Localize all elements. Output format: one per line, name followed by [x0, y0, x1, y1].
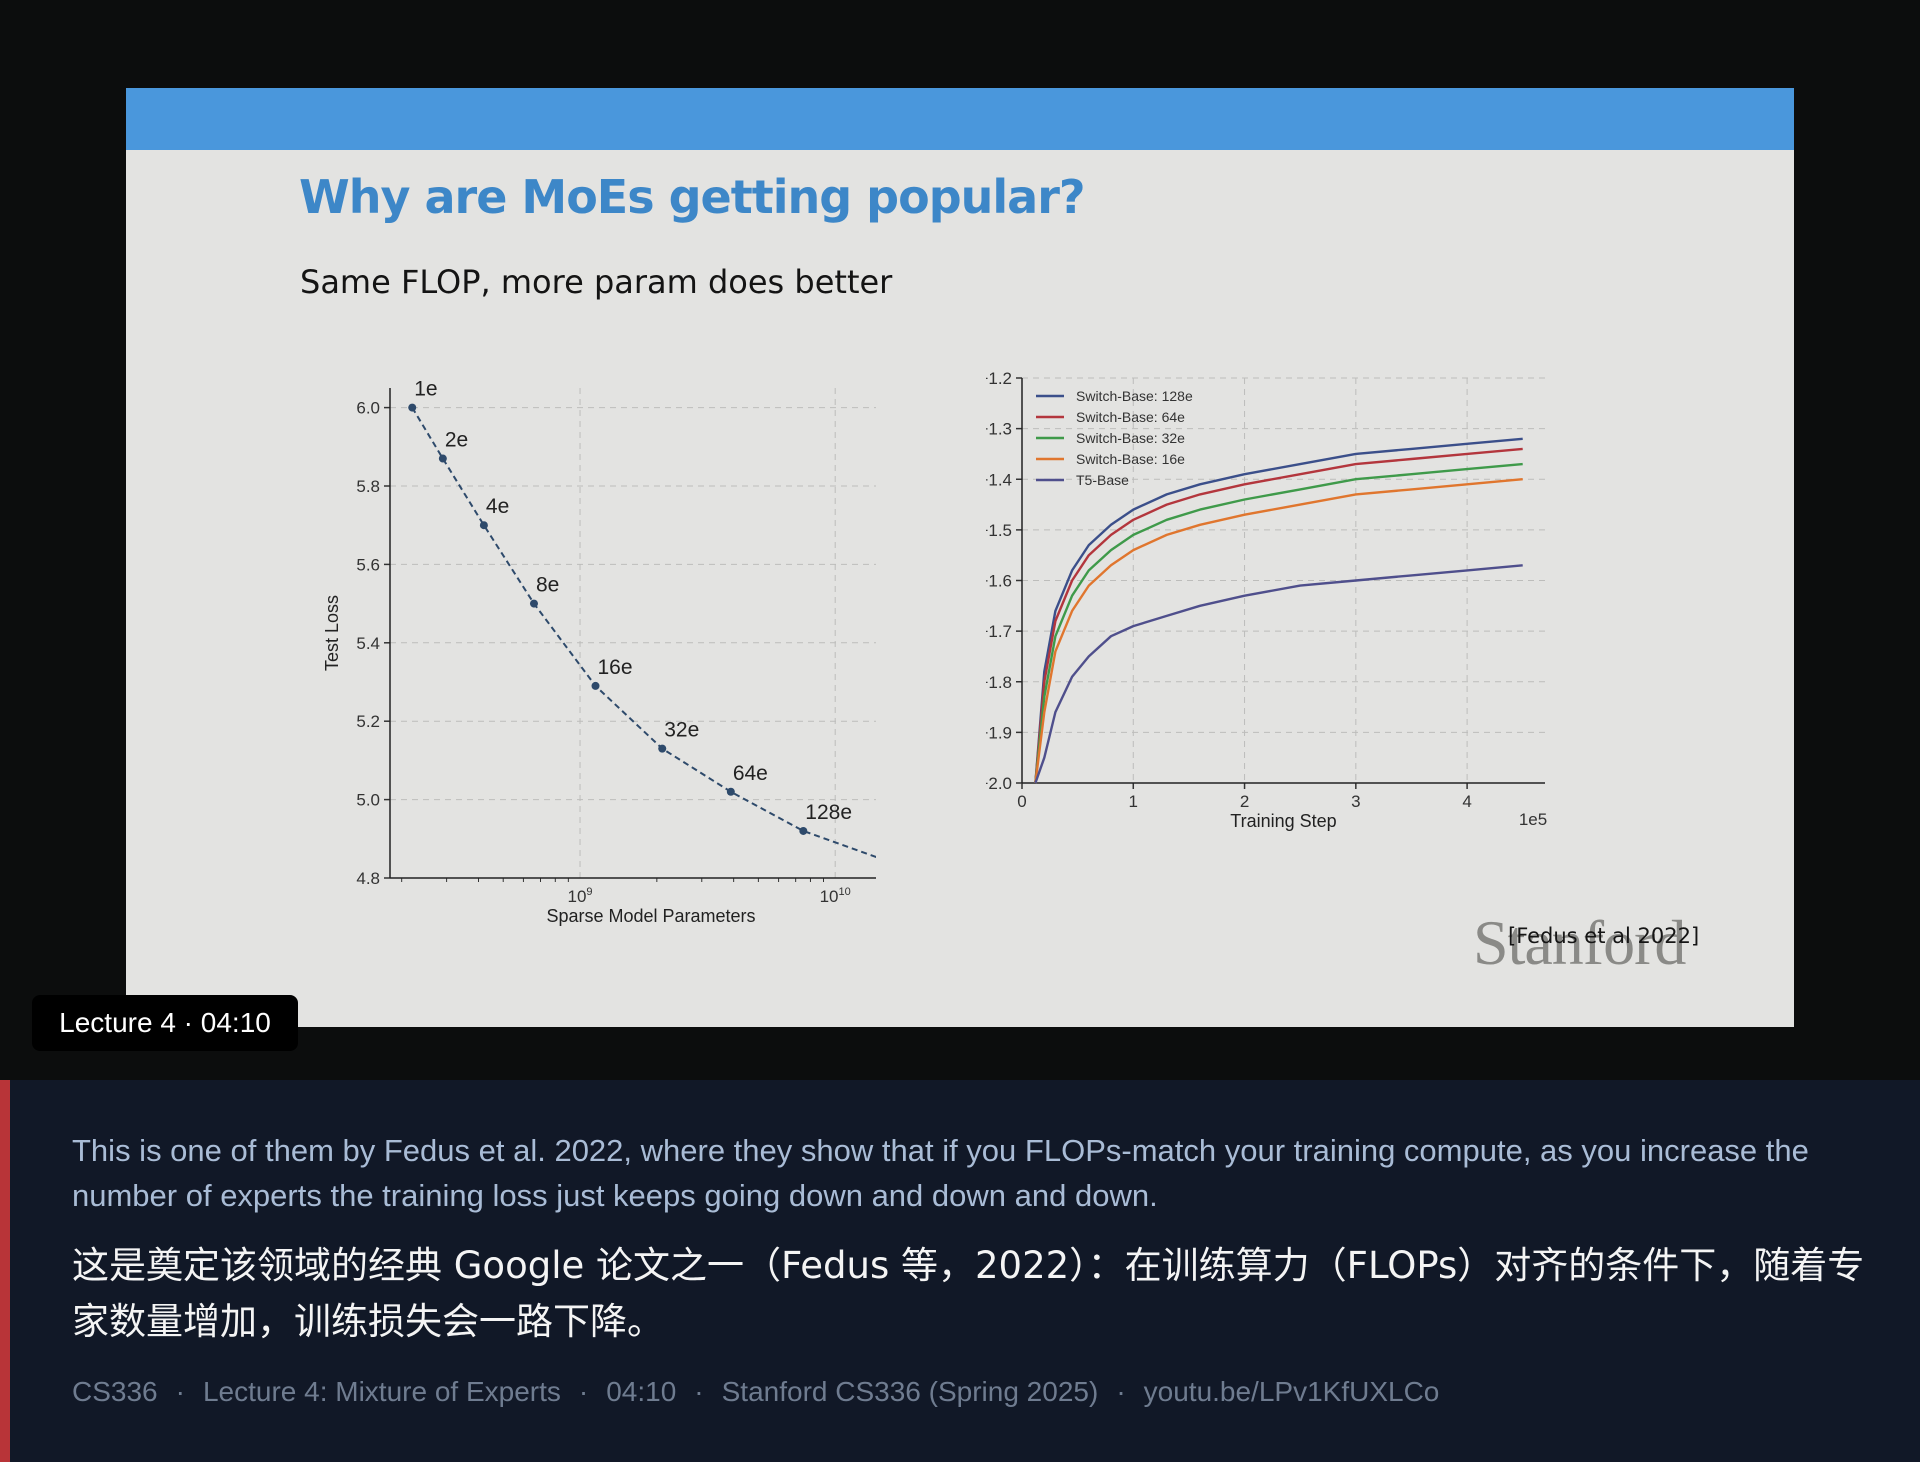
- caption-english: This is one of them by Fedus et al. 2022…: [72, 1133, 1809, 1213]
- data-label: 4e: [486, 495, 509, 518]
- legend-entry: Switch-Base: 16e: [1076, 451, 1185, 467]
- series-line: [1034, 462, 1523, 784]
- y-tick-label: −1.2: [986, 369, 1012, 388]
- data-point: [479, 521, 488, 530]
- y-tick-label: 5.2: [356, 712, 380, 731]
- y-tick-label: −1.7: [986, 622, 1012, 641]
- caption-chinese: 这是奠定该领域的经典 Google 论文之一（Fedus 等，2022）：在训练…: [72, 1244, 1865, 1343]
- data-label: 1e: [414, 378, 437, 401]
- y-tick-label: −1.5: [986, 521, 1012, 540]
- y-axis-label: Test Loss: [322, 595, 342, 671]
- meta-series: Stanford CS336 (Spring 2025): [721, 1376, 1099, 1407]
- data-label: 2e: [445, 429, 468, 452]
- y-tick-label: −1.4: [986, 470, 1012, 489]
- y-tick-label: 4.8: [356, 869, 380, 888]
- y-tick-label: −1.8: [986, 673, 1012, 692]
- meta-separator: ·: [578, 1376, 589, 1407]
- x-tick-label: 2: [1240, 792, 1249, 811]
- slide-banner: [126, 88, 1794, 150]
- y-tick-label: −1.9: [986, 723, 1012, 742]
- data-point: [438, 454, 447, 463]
- meta-time: 04:10: [606, 1376, 677, 1407]
- x-tick-label: 1010: [820, 886, 851, 906]
- neg-log-perplexity-chart: −1.2 −1.3 −1.4 −1.5 −1.6 −1.7 −1.8 −1.9 −2.0 0 1 2 3…: [986, 369, 1547, 831]
- timestamp-badge: Lecture 4 · 04:10: [32, 995, 298, 1051]
- meta-course: CS336: [72, 1376, 158, 1407]
- x-axis-label: Training Step: [1230, 811, 1336, 831]
- loss-trend-line: [411, 407, 876, 858]
- slide-title: Why are MoEs getting popular?: [299, 170, 1086, 224]
- legend-entry: Switch-Base: 32e: [1076, 430, 1185, 446]
- meta-separator: ·: [175, 1376, 185, 1407]
- data-point: [408, 403, 417, 412]
- meta-link[interactable]: youtu.be/LPv1KfUXLCo: [1143, 1376, 1440, 1407]
- legend-entry: T5-Base: [1076, 472, 1129, 488]
- x-tick-label: 4: [1462, 792, 1471, 811]
- y-tick-label: 5.6: [356, 555, 380, 574]
- citation: [Fedus et al 2022]: [1508, 924, 1700, 948]
- data-label: 64e: [733, 762, 768, 785]
- video-frame[interactable]: Why are MoEs getting popular? Same FLOP,…: [0, 0, 1920, 1080]
- y-tick-label: 5.4: [356, 634, 380, 653]
- x-tick-label: 3: [1351, 792, 1360, 811]
- series-line: [1034, 447, 1523, 784]
- data-point: [799, 826, 808, 835]
- series-line: [1034, 437, 1523, 784]
- data-point: [591, 681, 600, 690]
- y-tick-label: −2.0: [986, 774, 1012, 793]
- data-label: 8e: [536, 574, 559, 597]
- meta-line: CS336 · Lecture 4: Mixture of Experts · 04:1…: [72, 1376, 1439, 1408]
- data-label: 32e: [664, 719, 699, 742]
- meta-separator: ·: [694, 1376, 704, 1407]
- data-label: 128e: [805, 801, 852, 824]
- stanford-logo: Stanford: [1473, 907, 1686, 978]
- meta-lecture: Lecture 4: Mixture of Experts: [202, 1376, 561, 1407]
- slide-subtitle: Same FLOP, more param does better: [300, 263, 893, 301]
- y-tick-label: −1.3: [986, 420, 1012, 439]
- data-point: [726, 787, 735, 796]
- x-offset-label: 1e5: [1519, 810, 1547, 829]
- legend-entry: Switch-Base: 128e: [1076, 388, 1193, 404]
- y-tick-label: 6.0: [356, 399, 380, 418]
- accent-strip: [0, 1080, 10, 1462]
- series-line: [1034, 478, 1523, 784]
- y-tick-label: 5.8: [356, 477, 380, 496]
- x-tick-label: 0: [1017, 792, 1026, 811]
- caption-panel: This is one of them by Fedus et al. 2022…: [0, 1080, 1920, 1462]
- x-axis-label: Sparse Model Parameters: [546, 906, 755, 926]
- data-point: [658, 744, 667, 753]
- meta-separator: ·: [1116, 1376, 1126, 1407]
- series-line: [1034, 564, 1523, 784]
- test-loss-chart: 6.0 5.8 5.6 5.4 5.2 5.0 4.8 109 1010 Sparse Model…: [322, 378, 876, 926]
- x-tick-label: 1: [1129, 792, 1138, 811]
- lecture-slide: Why are MoEs getting popular? Same FLOP,…: [126, 88, 1794, 1027]
- x-tick-label: 109: [568, 886, 593, 906]
- data-label: 16e: [598, 656, 633, 679]
- legend-entry: Switch-Base: 64e: [1076, 409, 1185, 425]
- data-point: [529, 599, 538, 608]
- y-tick-label: −1.6: [986, 572, 1012, 591]
- y-tick-label: 5.0: [356, 791, 380, 810]
